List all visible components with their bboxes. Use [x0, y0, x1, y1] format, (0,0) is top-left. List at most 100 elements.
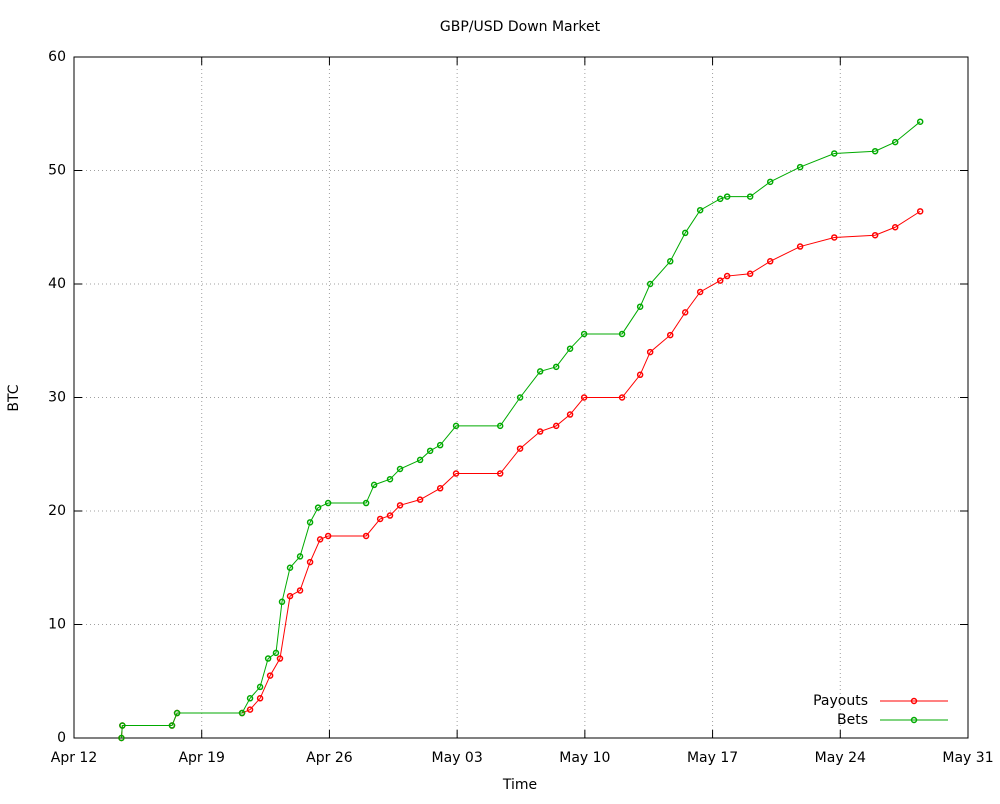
- point: [552, 363, 560, 371]
- point: [296, 587, 304, 594]
- point: [796, 163, 804, 171]
- point: [238, 709, 246, 717]
- x-tick-label: May 10: [559, 750, 610, 766]
- y-tick-label: 0: [57, 730, 66, 746]
- point: [891, 224, 899, 231]
- point: [536, 428, 544, 435]
- point: [516, 445, 524, 452]
- point: [618, 394, 626, 401]
- y-tick-label: 50: [48, 163, 66, 179]
- point: [316, 536, 324, 543]
- y-tick-label: 30: [48, 390, 66, 406]
- x-tick-label: Apr 12: [51, 750, 97, 766]
- legend-marker: [910, 697, 918, 705]
- point: [723, 272, 731, 280]
- y-tick-label: 10: [48, 617, 66, 633]
- point: [266, 672, 274, 679]
- point: [646, 280, 654, 288]
- point: [296, 553, 304, 560]
- point: [580, 330, 588, 338]
- point: [716, 195, 724, 203]
- point: [696, 288, 704, 296]
- point: [370, 481, 378, 489]
- point: [746, 270, 754, 278]
- point: [168, 722, 176, 729]
- point: [636, 371, 644, 379]
- point: [871, 231, 879, 239]
- series-line: [120, 121, 921, 739]
- point: [362, 499, 370, 507]
- point: [436, 485, 444, 492]
- point: [324, 532, 332, 540]
- point: [306, 519, 314, 526]
- point: [916, 118, 924, 125]
- point: [436, 441, 444, 449]
- y-tick-label: 40: [48, 276, 66, 292]
- point: [831, 234, 838, 241]
- point: [416, 496, 424, 503]
- point: [118, 734, 125, 742]
- point: [386, 512, 394, 519]
- point: [891, 138, 899, 146]
- point: [276, 655, 284, 662]
- x-tick-label: May 03: [432, 750, 483, 766]
- point: [580, 394, 588, 401]
- point: [666, 331, 674, 339]
- x-tick-label: Apr 26: [306, 750, 353, 766]
- point: [646, 348, 654, 356]
- point: [314, 504, 322, 511]
- point: [386, 475, 394, 483]
- point: [362, 532, 370, 540]
- point: [396, 502, 404, 509]
- point: [426, 447, 434, 455]
- point: [264, 655, 272, 662]
- point: [716, 277, 724, 284]
- point: [173, 709, 181, 717]
- y-axis-label: BTC: [6, 384, 22, 411]
- legend-marker: [910, 716, 918, 724]
- point: [666, 258, 674, 265]
- point: [796, 243, 804, 250]
- point: [496, 422, 504, 430]
- point: [566, 345, 574, 352]
- point: [552, 422, 560, 430]
- y-tick-label: 20: [48, 503, 66, 519]
- point: [871, 147, 879, 155]
- point: [723, 193, 731, 200]
- point: [272, 649, 280, 657]
- point: [766, 258, 774, 265]
- x-tick-label: May 17: [687, 750, 738, 766]
- point: [286, 592, 294, 600]
- x-tick-label: Apr 19: [178, 750, 224, 766]
- point: [396, 465, 404, 473]
- point: [246, 706, 254, 713]
- point: [286, 564, 294, 571]
- point: [416, 456, 424, 464]
- point: [256, 683, 264, 691]
- point: [618, 330, 626, 338]
- point: [306, 558, 314, 566]
- point: [452, 422, 460, 430]
- point: [516, 394, 524, 401]
- point: [766, 178, 774, 186]
- point: [746, 193, 754, 200]
- series-line: [120, 210, 921, 739]
- point: [496, 470, 504, 477]
- point: [278, 598, 286, 606]
- point: [681, 309, 689, 316]
- legend-label: Payouts: [813, 693, 868, 709]
- point: [916, 208, 924, 215]
- point: [256, 695, 264, 702]
- point: [376, 515, 384, 523]
- x-tick-label: May 24: [815, 750, 866, 766]
- point: [681, 229, 689, 237]
- point: [636, 303, 644, 310]
- x-tick-label: May 31: [942, 750, 993, 766]
- point: [452, 470, 460, 477]
- point: [324, 499, 332, 507]
- point: [831, 150, 838, 157]
- point: [696, 206, 704, 214]
- point: [566, 411, 574, 418]
